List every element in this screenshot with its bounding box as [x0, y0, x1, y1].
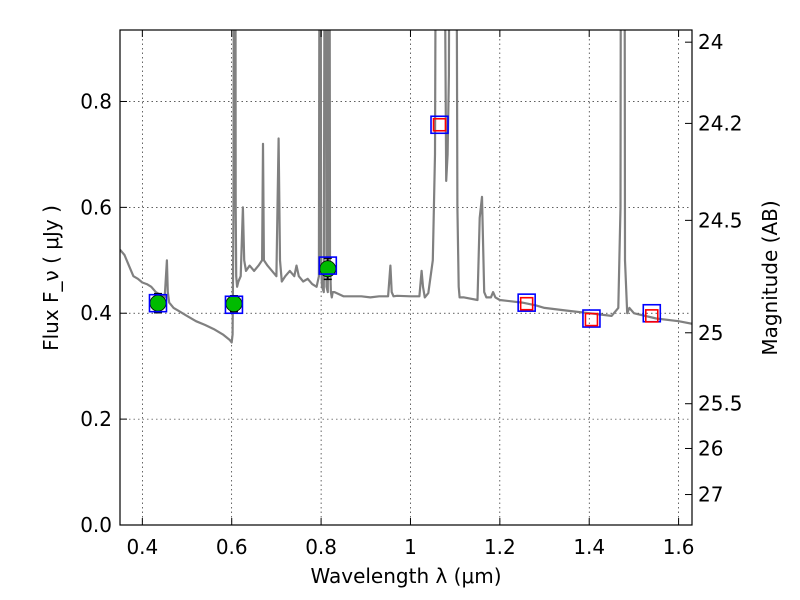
- x-tick-label: 0.4: [126, 535, 158, 559]
- red-square: [432, 117, 447, 132]
- right-tick-label: 27: [698, 483, 723, 507]
- blue-square: [517, 293, 536, 312]
- x-tick-label: 1: [404, 535, 417, 559]
- right-tick-label: 26: [698, 436, 723, 460]
- plot-frame: [119, 29, 693, 526]
- blue-square: [148, 293, 168, 313]
- x-tick-label: 1.4: [573, 535, 605, 559]
- red-square: [519, 296, 534, 311]
- blue-square: [582, 309, 601, 328]
- green-point: [149, 294, 167, 312]
- spectrum-line: [120, 30, 692, 344]
- x-tick-label: 1.2: [484, 535, 516, 559]
- x-tick-label: 0.8: [305, 535, 337, 559]
- blue-square: [318, 256, 338, 275]
- x-tick-label: 0.6: [216, 535, 248, 559]
- green-point: [225, 295, 243, 313]
- blue-square: [224, 295, 244, 315]
- plot-area: [120, 30, 692, 344]
- x-tick-label: 1.6: [663, 535, 695, 559]
- y-tick-label: 0.2: [80, 407, 112, 431]
- x-axis-label: Wavelength λ (μm): [310, 564, 501, 588]
- right-tick-label: 24.2: [698, 111, 743, 135]
- blue-square: [430, 115, 449, 135]
- y-tick-label: 0.6: [80, 195, 112, 219]
- right-tick-label: 25: [698, 321, 723, 345]
- right-axis-label: Magnitude (AB): [758, 200, 782, 355]
- right-tick-label: 24.5: [698, 208, 743, 232]
- axis-ticks: 0.4 0.6 0.8 1 1.2 1.4 1.6 0.0 0.2 0.4 0.6 0.8 24 24.2…: [80, 30, 743, 559]
- red-square: [644, 309, 659, 323]
- y-axis-label: Flux F_ν ( μJy ): [39, 205, 63, 351]
- right-tick-label: 24: [698, 30, 723, 54]
- right-tick-label: 25.5: [698, 392, 743, 416]
- y-tick-label: 0.0: [80, 513, 112, 537]
- grid: [120, 30, 692, 526]
- red-square: [584, 312, 599, 327]
- y-tick-label: 0.8: [80, 89, 112, 113]
- y-tick-label: 0.4: [80, 301, 112, 325]
